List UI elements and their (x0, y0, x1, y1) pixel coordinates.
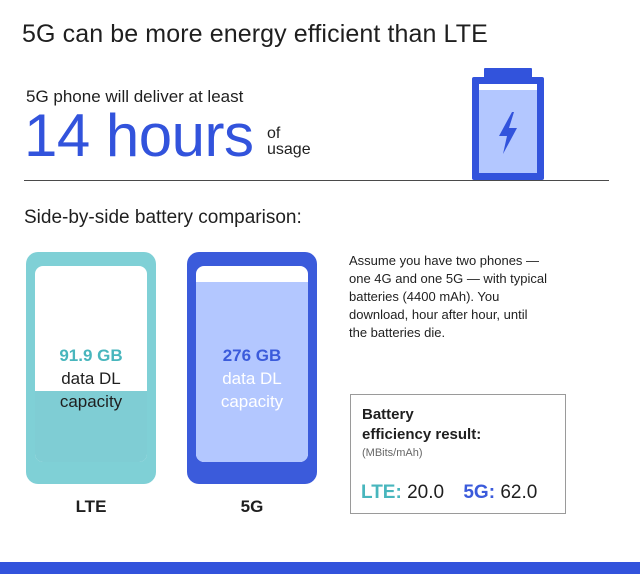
lte-result-value: 20.0 (407, 482, 445, 503)
section-title: Side-by-side battery comparison: (24, 207, 302, 228)
g5-phone-screen: 276 GB data DL capacity (196, 266, 308, 462)
g5-result-value: 62.0 (500, 482, 538, 503)
lte-capacity: 91.9 GB data DL capacity (35, 344, 147, 413)
lte-capacity-line1: data DL (61, 369, 121, 388)
lte-capacity-line2: capacity (59, 392, 123, 411)
lte-result-key: LTE: (361, 482, 402, 503)
result-values: LTE: 20.0 5G: 62.0 (361, 482, 537, 504)
of-usage-label: of usage (267, 126, 311, 158)
lte-phone-screen: 91.9 GB data DL capacity (35, 266, 147, 462)
result-box: Battery efficiency result: (MBits/mAh) L… (350, 394, 566, 514)
g5-fill (196, 281, 308, 462)
g5-capacity-line1: data DL (222, 369, 282, 388)
of-text: of (267, 125, 281, 142)
result-title: Battery efficiency result: (362, 405, 542, 445)
result-unit: (MBits/mAh) (362, 447, 423, 459)
assumption-text: Assume you have two phones — one 4G and … (349, 253, 548, 340)
g5-result-key: 5G: (463, 482, 496, 503)
lte-phone: 91.9 GB data DL capacity (26, 252, 156, 484)
result-title-line2: efficiency result: (362, 426, 482, 443)
bottom-bar (0, 562, 640, 574)
g5-phone: 276 GB data DL capacity (187, 252, 317, 484)
g5-capacity-line2: capacity (220, 392, 284, 411)
lte-capacity-value: 91.9 GB (59, 346, 123, 365)
lte-label: LTE (75, 497, 107, 516)
divider (24, 180, 609, 181)
usage-text: usage (267, 141, 311, 158)
page-title: 5G can be more energy efficient than LTE (22, 20, 488, 48)
g5-capacity: 276 GB data DL capacity (196, 344, 308, 413)
g5-capacity-value: 276 GB (222, 346, 282, 365)
g5-label: 5G (240, 497, 264, 516)
hours-headline: 14 hours (24, 102, 254, 169)
subtitle: 5G phone will deliver at least (26, 87, 244, 106)
result-title-line1: Battery (362, 406, 414, 423)
battery-charging-icon (472, 68, 544, 180)
lte-fill (35, 391, 147, 462)
